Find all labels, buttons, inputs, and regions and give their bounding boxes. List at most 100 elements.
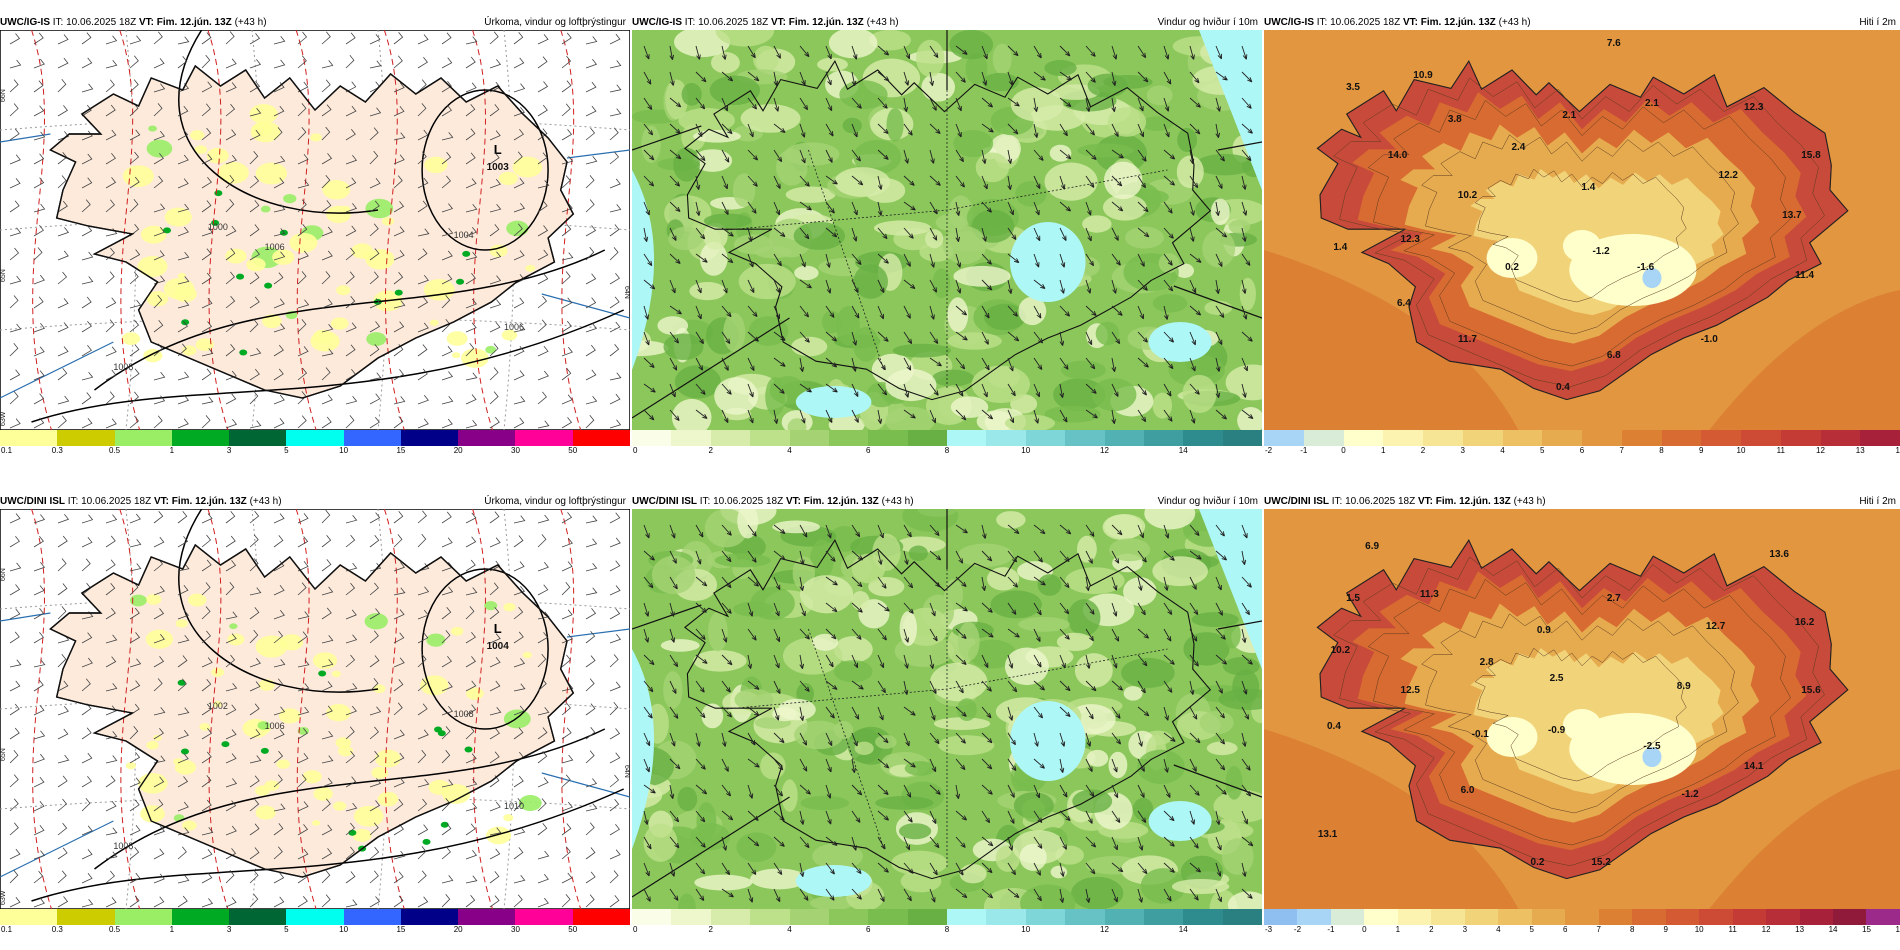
graticule-label: 64N — [623, 765, 630, 778]
model-name: UWC/IG-IS — [632, 17, 682, 28]
lead-time: (+43 h) — [881, 496, 914, 507]
temperature-value-label: 3.5 — [1346, 82, 1360, 93]
graticule-label: 65N — [0, 748, 7, 761]
init-time: 10.06.2025 18Z — [81, 496, 152, 507]
temperature-value-label: -1.2 — [1592, 246, 1610, 257]
colorbar-swatch — [947, 430, 987, 446]
temperature-value-label: 13.7 — [1782, 210, 1802, 221]
graticule-label: 66N — [0, 89, 7, 102]
lat-lon-lines — [632, 30, 1262, 419]
temperature-value-label: 15.2 — [1591, 857, 1611, 868]
colorbar-tick-label: 1 — [1381, 446, 1386, 455]
glacier-cold — [1562, 709, 1602, 741]
temperature-value-label: 10.2 — [1458, 190, 1478, 201]
product-title: Vindur og hviður í 10m — [1157, 17, 1258, 28]
colorbar-tick-label: 8 — [1629, 925, 1635, 934]
temperature-value-label: -1.0 — [1701, 334, 1719, 345]
colorbar-tick-label: 12 — [1100, 446, 1109, 455]
map-wind[interactable] — [632, 30, 1262, 430]
temperature-value-label: 1.4 — [1333, 242, 1347, 253]
colorbar-swatch — [868, 909, 908, 925]
panel-header: UWC/DINI ISL IT: 10.06.2025 18Z VT: Fim.… — [1264, 495, 1900, 509]
product-title: Úrkoma, vindur og loftþrýstingur — [484, 17, 626, 28]
precip-field — [125, 593, 542, 852]
region-borders — [726, 569, 1168, 869]
temperature-value-label: 13.6 — [1769, 549, 1789, 560]
wind-barbs — [9, 509, 622, 908]
colorbar-tick-label: 3 — [1462, 925, 1468, 934]
wind-arrows — [643, 45, 1254, 425]
colorbar-tick-label: 0 — [1362, 925, 1367, 934]
model-name: UWC/DINI ISL — [1264, 496, 1329, 507]
valid-time-label: VT: — [1402, 17, 1418, 28]
colorbar-swatch — [632, 909, 672, 925]
valid-time: Fim. 12.jún. 13Z — [803, 496, 879, 507]
colorbar-tick-label: -3 — [1265, 925, 1273, 934]
colorbar-swatch — [1832, 909, 1867, 925]
colorbar-swatch — [710, 430, 751, 446]
colorbar-tick-label: 20 — [453, 925, 463, 934]
colorbar-swatch — [750, 909, 790, 925]
init-time-label: IT: — [1316, 17, 1328, 28]
colorbar-tick-label: 14 — [1828, 925, 1838, 934]
colorbar-tick-label: 0.3 — [51, 446, 63, 455]
colorbar-swatch — [229, 909, 287, 925]
valid-time: Fim. 12.jún. 13Z — [1435, 496, 1511, 507]
colorbar-tick-label: 4 — [1496, 925, 1501, 934]
colorbar-swatch — [1264, 430, 1304, 446]
map-precip[interactable]: L 1004 1002 1006 1008 1010 1008 66N 65N 64N 63W — [0, 509, 630, 909]
colorbar-tick-label: -2 — [1265, 446, 1273, 455]
colorbar-tick-label: 1 — [169, 446, 175, 455]
colorbar-swatch — [986, 909, 1026, 925]
colorbar-swatch — [789, 430, 829, 446]
colorbar-tick-label: 15 — [396, 925, 406, 934]
product-title: Hiti í 2m — [1859, 17, 1896, 28]
temperature-value-label: 1.4 — [1581, 182, 1595, 193]
map-temp[interactable]: 6.9 13.6 1.5 11.3 2.7 12.7 10.2 0.9 16.2 2.8 12.5 2… — [1264, 509, 1900, 909]
graticule-label: 66N — [0, 568, 7, 581]
temperature-value-label: 2.4 — [1511, 142, 1525, 153]
colorbar-swatch — [1531, 909, 1566, 925]
wind-speed-shading — [632, 509, 1262, 909]
colorbar-swatch — [171, 430, 230, 446]
forecast-panel-p3: UWC/IG-IS IT: 10.06.2025 18Z VT: Fim. 12… — [1264, 16, 1900, 458]
colorbar-swatch — [1364, 909, 1398, 925]
colorbar-tick-label: 5 — [284, 446, 289, 455]
colorbar-ticks: 0.1 0.3 0.5 1 3 5 10 15 20 30 50 — [0, 446, 630, 456]
lead-time: (+43 h) — [1498, 17, 1531, 28]
strong-wind-area — [1148, 322, 1212, 362]
colorbar-swatch — [907, 430, 947, 446]
colorbar-tick-label: 2 — [1420, 446, 1426, 455]
colorbar-swatch — [0, 909, 58, 925]
colorbar-swatch — [986, 430, 1026, 446]
colorbar-swatch — [572, 430, 630, 446]
temperature-value-label: 7.6 — [1607, 38, 1621, 49]
isobar-label: 1006 — [265, 721, 285, 731]
glacier-cold — [1569, 234, 1697, 306]
forecast-panel-p6: UWC/DINI ISL IT: 10.06.2025 18Z VT: Fim.… — [1264, 495, 1900, 937]
isobar-label: 1010 — [504, 801, 524, 811]
colorbar-swatch — [789, 909, 829, 925]
colorbar-ticks: 0 2 4 6 8 10 12 14 — [632, 925, 1262, 935]
colorbar-swatch — [1431, 909, 1465, 925]
temperature-isolines — [1333, 556, 1825, 867]
colorbar-swatch — [1820, 430, 1861, 446]
colorbar-swatch — [1025, 909, 1066, 925]
map-precip[interactable]: L 1003 1000 1006 1004 1006 1008 66N 65N 64N 63W — [0, 30, 630, 430]
temperature-value-label: 11.4 — [1795, 270, 1814, 281]
product-title: Úrkoma, vindur og loftþrýstingur — [484, 496, 626, 507]
graticule-label: 65N — [0, 269, 7, 282]
colorbar-tick-label: 1 — [169, 925, 175, 934]
temperature-value-label: 14.0 — [1388, 150, 1408, 161]
lead-time: (+43 h) — [249, 496, 282, 507]
colorbar-tick-label: 10 — [1021, 446, 1031, 455]
colorbar-tick-label: 2 — [708, 925, 713, 934]
valid-time: Fim. 12.jún. 13Z — [156, 17, 232, 28]
map-wind[interactable] — [632, 509, 1262, 909]
temperature-value-label: 0.4 — [1556, 382, 1570, 393]
colorbar-tick-label: 6 — [1563, 925, 1568, 934]
colorbar-swatch — [828, 909, 869, 925]
valid-time-label: VT: — [153, 496, 169, 507]
colorbar-ticks: -3-2-1012345678910111213141516171819 — [1264, 925, 1900, 935]
map-temp[interactable]: 7.6 3.5 10.9 3.8 2.1 2.1 12.3 14.0 2.4 15.8 1.4 12.… — [1264, 30, 1900, 430]
